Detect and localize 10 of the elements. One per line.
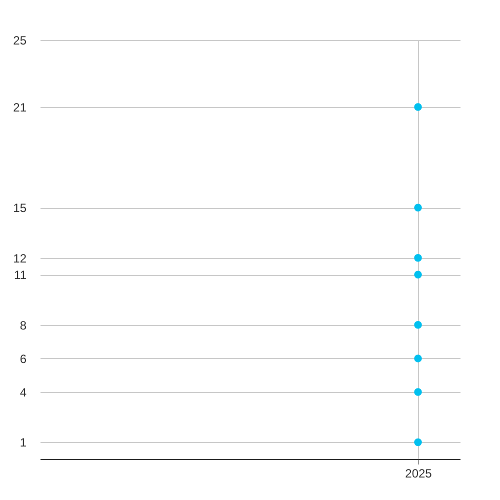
y-tick-label: 1 <box>20 436 27 450</box>
y-tick-label: 15 <box>13 201 27 216</box>
y-tick-label: 12 <box>13 251 27 266</box>
y-tick-label: 25 <box>13 34 27 48</box>
y-tick-label: 6 <box>20 352 27 366</box>
x-tick-label: 2025 <box>405 466 432 480</box>
y-tick-label: 8 <box>20 318 27 332</box>
y-tick-label: 11 <box>14 268 27 282</box>
y-tick-label: 21 <box>13 100 27 115</box>
y-tick-label: 4 <box>20 385 27 400</box>
